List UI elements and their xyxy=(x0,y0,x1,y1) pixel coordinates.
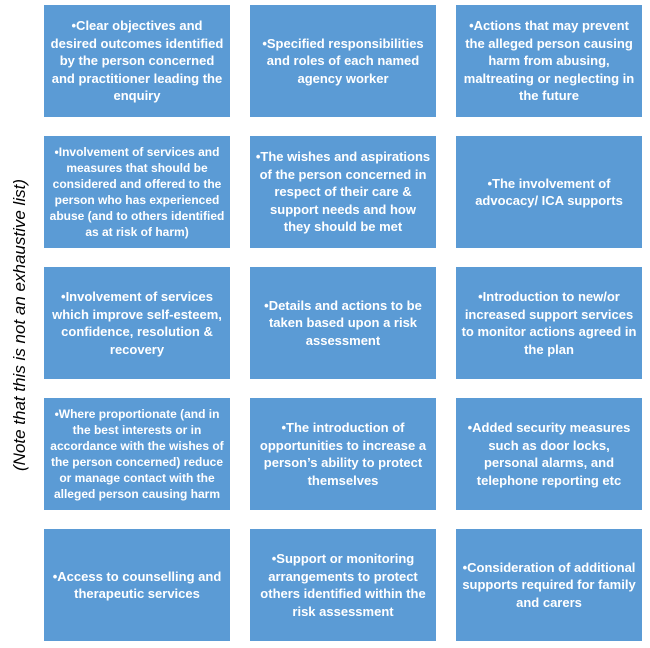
box-reduce-contact: •Where proportionate (and in the best in… xyxy=(44,398,230,510)
box-responsibilities: •Specified responsibilities and roles of… xyxy=(250,5,436,117)
box-family-carers: •Consideration of additional supports re… xyxy=(456,529,642,641)
side-note: (Note that this is not an exhaustive lis… xyxy=(0,0,40,648)
box-wishes: •The wishes and aspirations of the perso… xyxy=(250,136,436,248)
box-protect-themselves: •The introduction of opportunities to in… xyxy=(250,398,436,510)
box-risk-assessment: •Details and actions to be taken based u… xyxy=(250,267,436,379)
box-self-esteem: •Involvement of services which improve s… xyxy=(44,267,230,379)
side-note-text: (Note that this is not an exhaustive lis… xyxy=(10,179,29,471)
box-advocacy: •The involvement of advocacy/ ICA suppor… xyxy=(456,136,642,248)
box-monitoring: •Support or monitoring arrangements to p… xyxy=(250,529,436,641)
action-grid: •Clear objectives and desired outcomes i… xyxy=(44,5,642,641)
box-support-services: •Introduction to new/or increased suppor… xyxy=(456,267,642,379)
box-security-measures: •Added security measures such as door lo… xyxy=(456,398,642,510)
box-objectives: •Clear objectives and desired outcomes i… xyxy=(44,5,230,117)
box-prevent-actions: •Actions that may prevent the alleged pe… xyxy=(456,5,642,117)
box-services-measures: •Involvement of services and measures th… xyxy=(44,136,230,248)
box-counselling: •Access to counselling and therapeutic s… xyxy=(44,529,230,641)
